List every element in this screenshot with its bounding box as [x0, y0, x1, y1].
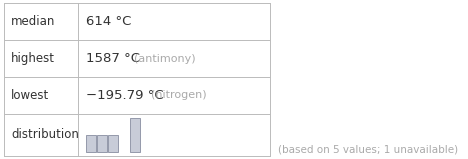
Bar [130, 118, 140, 152]
Text: median: median [11, 15, 55, 28]
Text: 1587 °C: 1587 °C [86, 52, 140, 65]
Bar [108, 135, 118, 152]
Bar [86, 135, 96, 152]
Text: (antimony): (antimony) [134, 53, 196, 63]
Bar [97, 135, 107, 152]
Text: lowest: lowest [11, 89, 49, 102]
Text: 614 °C: 614 °C [86, 15, 132, 28]
Text: highest: highest [11, 52, 55, 65]
Text: distribution: distribution [11, 128, 79, 142]
Text: (based on 5 values; 1 unavailable): (based on 5 values; 1 unavailable) [278, 144, 458, 154]
Text: (nitrogen): (nitrogen) [151, 90, 207, 100]
Text: −195.79 °C: −195.79 °C [86, 89, 164, 102]
